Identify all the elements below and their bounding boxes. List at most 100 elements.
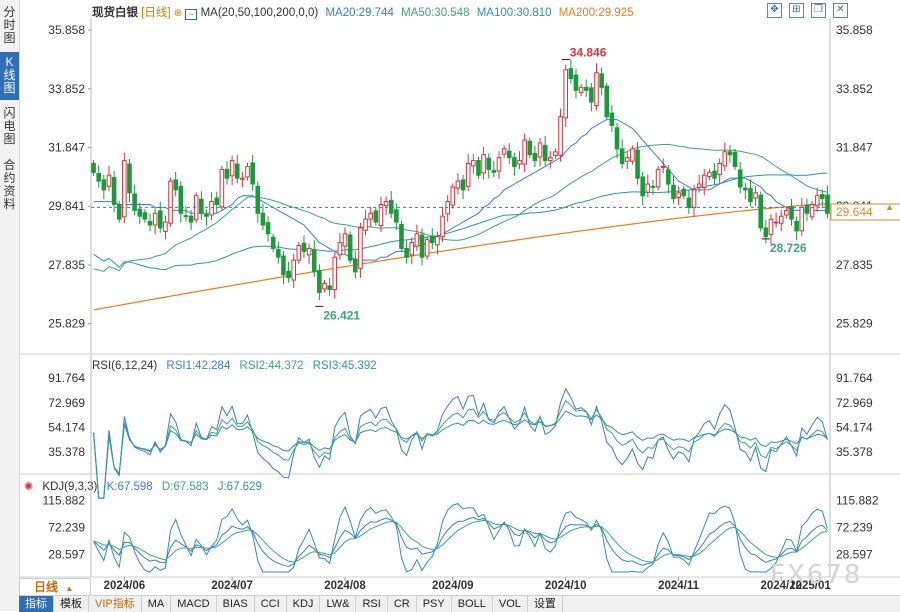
close-icon[interactable]: ✕ (833, 3, 848, 18)
indicator-tab-4[interactable]: MACD (171, 596, 217, 612)
candle-body (147, 220, 153, 226)
candle-body (650, 185, 656, 188)
candle-body (337, 242, 343, 256)
candle-body (640, 176, 645, 197)
candle-body (250, 162, 255, 185)
price-axis-label-right: 25.829 (836, 317, 873, 331)
candle-body (794, 220, 799, 232)
indicator-tab-6[interactable]: CCI (255, 596, 287, 612)
rsi3-value: RSI3:45.392 (312, 360, 377, 372)
kdj-settings-icon[interactable]: ✺ (24, 481, 34, 493)
kdj-label: KDJ(9,3,3) (42, 481, 98, 493)
indicator-tab-9[interactable]: RSI (356, 596, 388, 612)
candle-body (809, 204, 815, 218)
indicator-tab-10[interactable]: CR (388, 596, 417, 612)
candle-body (517, 160, 522, 165)
candle-body (799, 206, 805, 232)
restore-icon[interactable]: ❐ (811, 3, 826, 18)
indicator-tab-0[interactable]: 指标 (19, 596, 54, 612)
kdj-k-line (93, 516, 828, 568)
add-icon[interactable]: ⊕ (173, 8, 183, 19)
candle-body (291, 259, 297, 281)
candle-body (814, 195, 820, 207)
ma-settings-icon[interactable]: ~ (185, 9, 198, 20)
grid-icon[interactable]: ⊞ (789, 3, 804, 18)
candle-body (265, 222, 271, 235)
candle-body (486, 157, 492, 170)
ma50-line (93, 143, 828, 272)
rsi-axis-label-right: 54.174 (836, 420, 873, 434)
sidebar-tab-flash[interactable]: 闪电图 (3, 106, 16, 146)
indicator-tab-13[interactable]: VOL (493, 596, 528, 612)
indicator-tab-8[interactable]: LW& (320, 596, 357, 612)
candle-body (388, 199, 394, 214)
candle-body (481, 154, 486, 174)
candle-body (378, 204, 384, 227)
price-axis-label-right: 35.858 (836, 23, 873, 37)
indicator-tab-12[interactable]: BOLL (452, 596, 493, 612)
time-axis-label: 2024/06 (104, 580, 146, 592)
candle-body (373, 210, 379, 223)
rsi3-line (93, 410, 828, 499)
indicator-tab-7[interactable]: KDJ (287, 596, 321, 612)
candle-body (476, 160, 481, 176)
indicator-tab-11[interactable]: PSY (417, 596, 452, 612)
time-axis-label: 2024/12 (760, 580, 802, 592)
candle-body (655, 168, 661, 188)
candle-body (614, 127, 620, 150)
candle-body (383, 201, 389, 207)
indicator-tab-2[interactable]: VIP指标 (89, 596, 142, 612)
candle-body (317, 270, 322, 293)
indicator-tab-5[interactable]: BIAS (217, 596, 255, 612)
candle-body (301, 242, 307, 252)
candle-body (460, 179, 466, 191)
candle-body (578, 86, 584, 94)
candle-body (240, 177, 245, 180)
candle-body (327, 285, 332, 290)
rsi-header: RSI(6,12,24) RSI1:42.284 RSI2:44.372 RSI… (92, 360, 377, 372)
extreme-label: 26.421 (323, 308, 360, 322)
watermark: FX678 (770, 560, 863, 590)
candle-body (455, 180, 461, 189)
candle-body (168, 180, 173, 224)
indicator-tab-14[interactable]: 设置 (528, 596, 563, 612)
candle-body (106, 174, 112, 187)
rsi-label: RSI(6,12,24) (92, 360, 158, 372)
current-price-box (830, 203, 900, 221)
candle-body (435, 236, 440, 246)
ma100-value: MA100:30.810 (476, 7, 552, 19)
candle-body (589, 87, 594, 103)
candle-body (630, 148, 635, 162)
candle-body (563, 69, 569, 119)
candle-body (116, 204, 122, 220)
kline-chart[interactable]: 35.858 35.858 33.852 33.852 31.847 31.847 29.8… (19, 0, 900, 595)
sidebar-tab-contract[interactable]: 合约资料 (3, 158, 16, 211)
candle-body (624, 157, 630, 162)
period-selector[interactable]: 日线 ▲ (19, 578, 91, 596)
candle-body (199, 198, 204, 214)
candle-body (229, 160, 235, 177)
candle-body (645, 183, 651, 193)
kdj-axis-label-left: 115.882 (43, 494, 86, 508)
ma20-line (93, 119, 828, 261)
rsi-axis-label-left: 54.174 (48, 420, 85, 434)
candle-body (91, 163, 96, 173)
sidebar-tab-timeshare[interactable]: 分时图 (3, 5, 16, 45)
candle-body (743, 187, 748, 191)
kdj-d-line (93, 519, 828, 563)
ma-label: MA(20,50,100,200,0,0) (200, 7, 319, 19)
price-axis-label-left: 35.858 (48, 23, 85, 37)
candle-body (671, 184, 676, 200)
indicator-tab-1[interactable]: 模板 (54, 596, 89, 612)
candle-body (681, 188, 687, 197)
candle-body (347, 234, 353, 261)
kdj-axis-label-right: 28.597 (836, 547, 873, 561)
expand-icon[interactable]: ✥ (767, 3, 782, 18)
candle-body (260, 212, 266, 226)
candle-body (666, 169, 671, 185)
candle-body (732, 151, 738, 167)
indicator-tab-3[interactable]: MA (142, 596, 172, 612)
candle-body (583, 86, 589, 91)
candle-body (368, 212, 373, 220)
